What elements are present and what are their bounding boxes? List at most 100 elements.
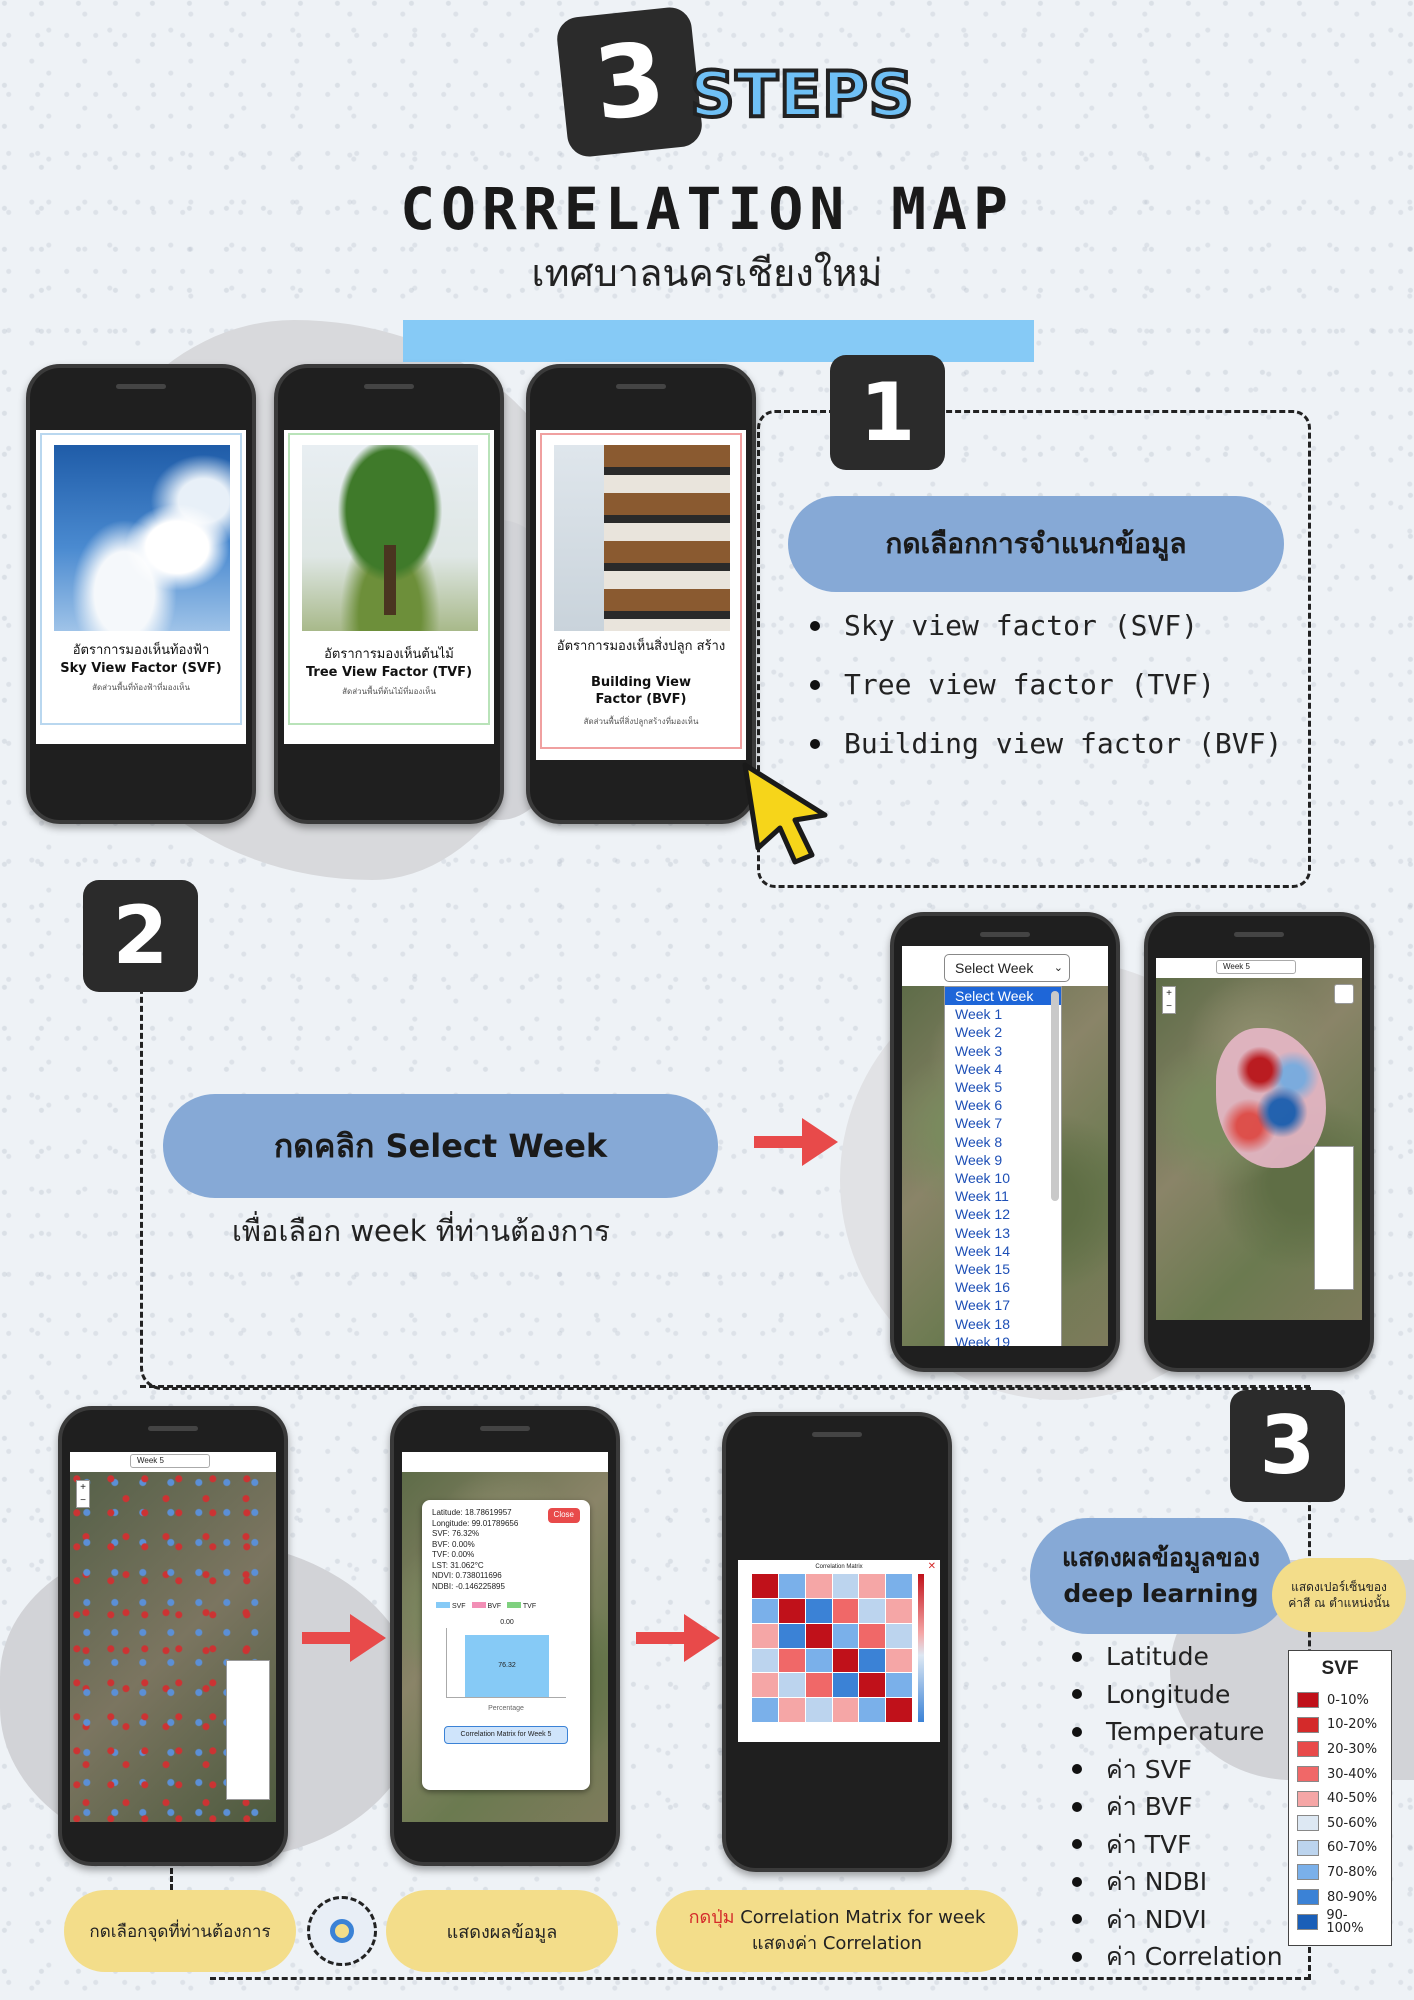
svf-legend-mini <box>226 1660 270 1800</box>
week-option[interactable]: Week 12 <box>955 1206 1010 1223</box>
list-scrollbar[interactable] <box>1051 991 1059 1201</box>
week-option[interactable]: Week 5 <box>955 1079 1003 1096</box>
phone-correlation-matrix: Correlation Matrix ✕ <box>722 1412 952 1872</box>
week-option[interactable]: Week 13 <box>955 1224 1010 1241</box>
city-heat-cluster <box>1216 1028 1326 1168</box>
popup-ndbi: NDBI: -0.146225895 <box>432 1581 505 1591</box>
week-option[interactable]: Week 2 <box>955 1024 1003 1041</box>
week-option[interactable]: Week 19 <box>955 1333 1010 1346</box>
week-option[interactable]: Week 6 <box>955 1097 1003 1114</box>
legend-label: 60-70% <box>1327 1840 1378 1856</box>
bullet-svf: Sky view factor (SVF) <box>810 596 1282 655</box>
bvf-card[interactable]: อัตราการมองเห็นสิ่งปลูก สร้าง Building V… <box>540 433 742 749</box>
week-options-list[interactable]: Select Week Week 1 Week 2 Week 3 Week 4 … <box>944 986 1062 1346</box>
popup-bvf: BVF: 0.00% <box>432 1539 475 1549</box>
popup-longitude: Longitude: 99.01789656 <box>432 1518 519 1528</box>
step3-dashed-left <box>170 1860 173 1890</box>
step3-number-tag: 3 <box>1230 1390 1345 1502</box>
bvf-title-th: อัตราการมองเห็นสิ่งปลูก สร้าง <box>556 639 726 654</box>
popup-tvf: TVF: 0.00% <box>432 1550 475 1559</box>
legend-item: 10-20% <box>1297 1713 1383 1738</box>
week-option[interactable]: Week 18 <box>955 1315 1010 1332</box>
week-option[interactable]: Week 16 <box>955 1279 1010 1296</box>
matrix-title: Correlation Matrix <box>815 1564 863 1570</box>
popup-bar-value: 76.32 <box>498 1661 516 1669</box>
show-data-pill: แสดงผลข้อมูล <box>386 1890 618 1972</box>
phone-tvf: อัตราการมองเห็นต้นไม้ Tree View Factor (… <box>274 364 504 824</box>
legend-label: 40-50% <box>1327 1791 1378 1807</box>
week-option[interactable]: Week 15 <box>955 1261 1010 1278</box>
correlation-matrix-button[interactable]: Correlation Matrix for Week 5 <box>444 1726 568 1744</box>
bullet-bvf: Building view factor (BVF) <box>810 714 1282 773</box>
week-option[interactable]: Week 8 <box>955 1133 1003 1150</box>
week-dropdown-small[interactable]: Week 5 <box>1216 960 1296 974</box>
page-title: CORRELATION MAP <box>400 175 1014 243</box>
phone-notch <box>148 1426 198 1431</box>
building-sky <box>554 445 604 631</box>
legend-swatch <box>1297 1766 1319 1783</box>
step2-dashed-bottom <box>140 1385 1310 1388</box>
legend-label: 70-80% <box>1327 1864 1378 1880</box>
tvf-title-en: Tree View Factor (TVF) <box>305 665 473 680</box>
week-option[interactable]: Week 10 <box>955 1170 1010 1187</box>
week-option[interactable]: Week 7 <box>955 1115 1003 1132</box>
week-option[interactable]: Week 4 <box>955 1060 1003 1077</box>
legend-swatch <box>1297 1716 1319 1733</box>
step1-dashed-frame <box>757 410 1311 888</box>
legend-item: 30-40% <box>1297 1762 1383 1787</box>
step2-dashed-path <box>140 885 1311 1390</box>
chevron-down-icon: ⌄ <box>1053 962 1063 974</box>
popup-lst: LST: 31.062°C <box>432 1560 484 1570</box>
tvf-title-th: อัตราการมองเห็นต้นไม้ <box>324 647 454 662</box>
layers-icon[interactable] <box>1334 984 1354 1004</box>
step2-heading-pill: กดคลิก Select Week <box>163 1094 718 1198</box>
legend-swatch <box>1297 1790 1319 1807</box>
legend-label: 10-20% <box>1327 1717 1378 1733</box>
phone-notch <box>980 932 1030 937</box>
phone-notch <box>364 384 414 389</box>
phone-svf-map: Week 5 + − <box>1144 912 1374 1372</box>
week-option[interactable]: Week 17 <box>955 1297 1010 1314</box>
info-popup: Latitude: 18.78619957 Longitude: 99.0178… <box>422 1500 590 1790</box>
popup-svf: SVF: 76.32% <box>432 1529 480 1538</box>
week-dropdown-small[interactable]: Week 5 <box>130 1454 210 1468</box>
arrow-right-icon <box>754 1118 838 1166</box>
legend-label: 50-60% <box>1327 1815 1378 1831</box>
legend-swatch <box>1297 1839 1319 1856</box>
week-option[interactable]: Week 11 <box>955 1188 1009 1205</box>
svf-card[interactable]: อัตราการมองเห็นท้องฟ้า Sky View Factor (… <box>40 433 242 725</box>
phone-notch <box>116 384 166 389</box>
week-option[interactable]: Week 3 <box>955 1042 1003 1059</box>
bullet-tvf: Tree view factor (TVF) <box>810 655 1282 714</box>
legend-label: 90-100% <box>1326 1907 1364 1936</box>
zoom-control[interactable]: + − <box>76 1480 90 1508</box>
pill-press-word: กดปุ่ม <box>688 1907 735 1928</box>
page-subtitle: เทศบาลนครเชียงใหม่ <box>531 251 883 295</box>
popup-close-button[interactable]: Close <box>547 1508 580 1523</box>
selected-week-label: Week 5 <box>137 1456 164 1465</box>
step3-dashed-bottom <box>210 1977 1310 1980</box>
popup-ndvi: NDVI: 0.738011696 <box>432 1571 502 1580</box>
legend-swatch <box>1297 1692 1319 1709</box>
zoom-control[interactable]: + − <box>1162 986 1176 1014</box>
select-week-dropdown[interactable]: Select Week ⌄ <box>944 954 1070 982</box>
week-option-selected[interactable]: Select Week <box>945 987 1061 1006</box>
popup-chart-legend: SVF BVF TVF <box>436 1602 536 1613</box>
pill-button-line2: แสดงค่า Correlation <box>751 1933 923 1954</box>
week-option[interactable]: Week 14 <box>955 1242 1010 1259</box>
week-option[interactable]: Week 1 <box>955 1006 1003 1023</box>
week-option[interactable]: Week 9 <box>955 1151 1003 1168</box>
phone-notch <box>1234 932 1284 937</box>
svf-legend: SVF 0-10% 10-20% 20-30% 30-40% 40-50% 50-60% 6… <box>1288 1650 1392 1946</box>
step3-heading-pill: แสดงผลข้อมูลของ deep learning <box>1030 1518 1292 1634</box>
selected-week-label: Week 5 <box>1223 962 1250 971</box>
legend-item: 0-10% <box>1297 1688 1383 1713</box>
legend-item: 90-100% <box>1297 1907 1383 1936</box>
bullet-latitude: Latitude <box>1072 1638 1283 1676</box>
legend-label: 30-40% <box>1327 1766 1378 1782</box>
location-target-icon <box>307 1896 377 1966</box>
tvf-card[interactable]: อัตราการมองเห็นต้นไม้ Tree View Factor (… <box>288 433 490 725</box>
step3-heading-line1: แสดงผลข้อมูลของ <box>1062 1543 1260 1572</box>
matrix-close-icon[interactable]: ✕ <box>927 1561 936 1572</box>
correlation-heatmap <box>752 1574 912 1722</box>
